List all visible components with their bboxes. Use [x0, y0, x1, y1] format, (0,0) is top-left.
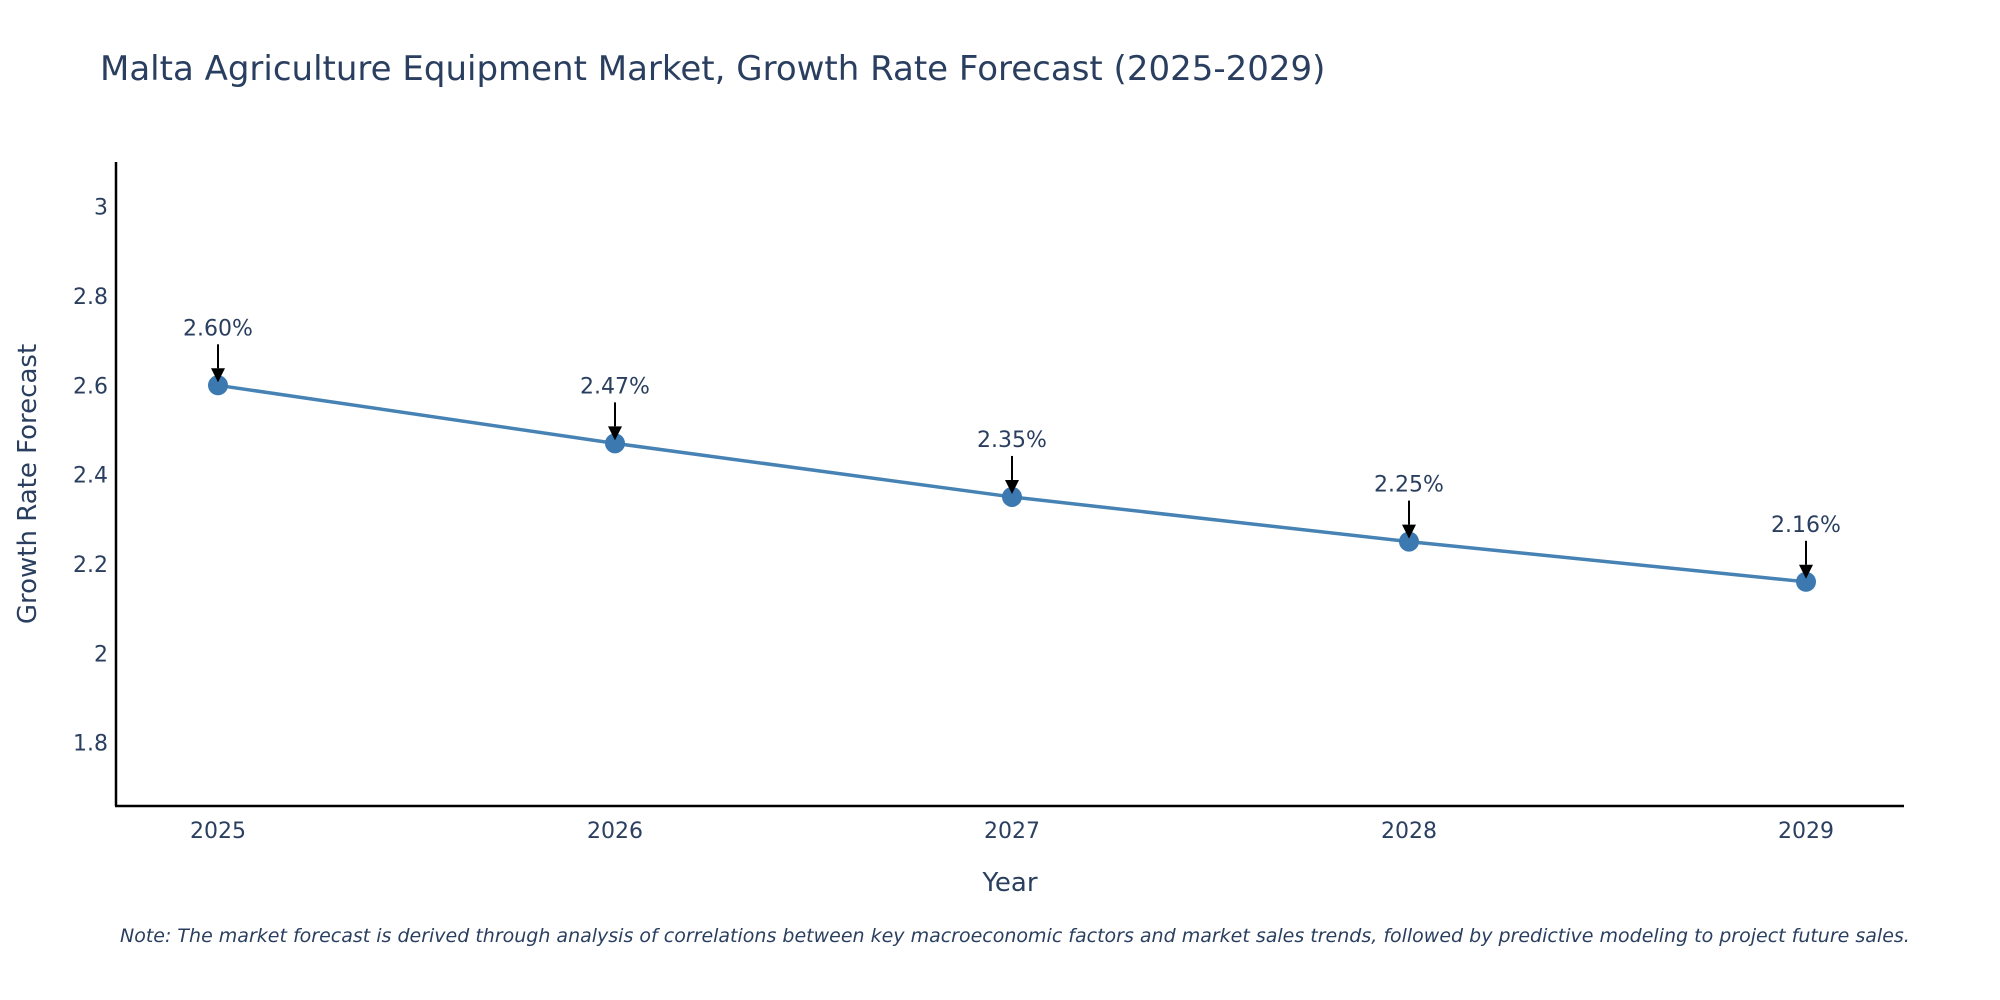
- data-point-2029: [1796, 571, 1816, 592]
- annotation-arrow-head: [608, 426, 622, 441]
- series-layer: [208, 375, 1816, 592]
- x-tick-label: 2028: [1381, 819, 1437, 844]
- data-label: 2.35%: [977, 428, 1047, 453]
- data-labels-layer: 2.60% 2.47% 2.35% 2.25% 2.16%: [183, 316, 1841, 579]
- data-label: 2.60%: [183, 316, 253, 341]
- data-point-2026: [605, 433, 625, 454]
- x-tick-label: 2025: [190, 819, 246, 844]
- data-label: 2.25%: [1374, 473, 1444, 498]
- y-tick-label: 2: [94, 642, 108, 667]
- x-tick-label: 2027: [984, 819, 1040, 844]
- x-axis-ticks: 2025 2026 2027 2028 2029: [190, 819, 1834, 844]
- y-tick-label: 2.8: [73, 285, 108, 310]
- y-tick-label: 2.4: [73, 464, 108, 489]
- y-tick-label: 2.6: [73, 374, 108, 399]
- data-point-2028: [1399, 531, 1419, 552]
- annotation-arrow-head: [211, 368, 225, 383]
- y-axis-title: Growth Rate Forecast: [13, 344, 43, 624]
- chart-title: Malta Agriculture Equipment Market, Grow…: [100, 49, 1325, 89]
- data-point-2025: [208, 375, 228, 396]
- data-point-2027: [1002, 486, 1022, 507]
- y-tick-label: 2.2: [73, 553, 108, 578]
- chart-note: Note: The market forecast is derived thr…: [120, 925, 1910, 947]
- annotation-arrow-head: [1402, 524, 1416, 539]
- y-tick-label: 3: [94, 196, 108, 221]
- x-axis-title: Year: [981, 868, 1037, 898]
- x-tick-label: 2029: [1778, 819, 1834, 844]
- x-tick-label: 2026: [587, 819, 643, 844]
- annotation-arrow-head: [1005, 479, 1019, 494]
- y-axis-ticks: 1.8 2 2.2 2.4 2.6 2.8 3: [73, 196, 108, 757]
- data-label: 2.47%: [580, 374, 650, 399]
- y-tick-label: 1.8: [73, 732, 108, 757]
- annotation-arrow-head: [1799, 564, 1813, 579]
- data-label: 2.16%: [1771, 513, 1841, 538]
